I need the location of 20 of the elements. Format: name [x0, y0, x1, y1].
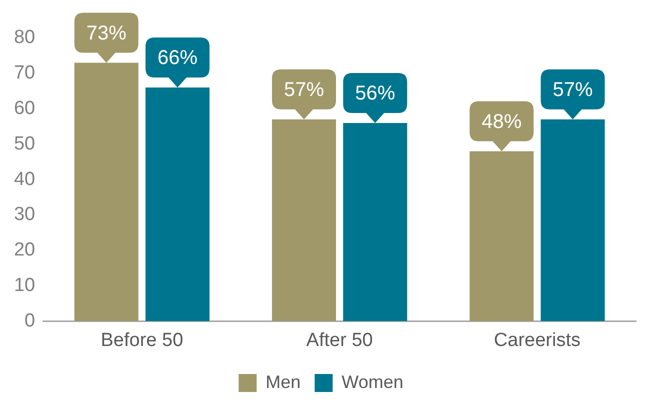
y-tick-label: 0: [24, 310, 36, 332]
y-tick-label: 50: [14, 133, 36, 154]
y-tick-label: 40: [14, 168, 36, 190]
y-tick-label: 10: [14, 275, 36, 296]
x-tick-label: Careerists: [494, 330, 580, 351]
legend-label: Men: [266, 372, 301, 392]
data-label: 73%: [86, 22, 127, 44]
y-tick-label: 20: [14, 240, 36, 261]
x-tick-label: After 50: [306, 330, 373, 351]
x-tick-label: Before 50: [100, 330, 184, 351]
y-tick-label: 60: [14, 98, 36, 120]
y-tick-label: 80: [14, 27, 36, 48]
legend-label: Women: [342, 372, 404, 392]
data-label: 56%: [355, 82, 396, 104]
data-label: 48%: [482, 110, 522, 133]
data-label: 57%: [552, 78, 593, 101]
data-label: 57%: [284, 78, 324, 101]
y-tick-label: 30: [14, 204, 36, 226]
data-label: 66%: [158, 47, 198, 70]
y-tick-label: 70: [14, 62, 36, 84]
